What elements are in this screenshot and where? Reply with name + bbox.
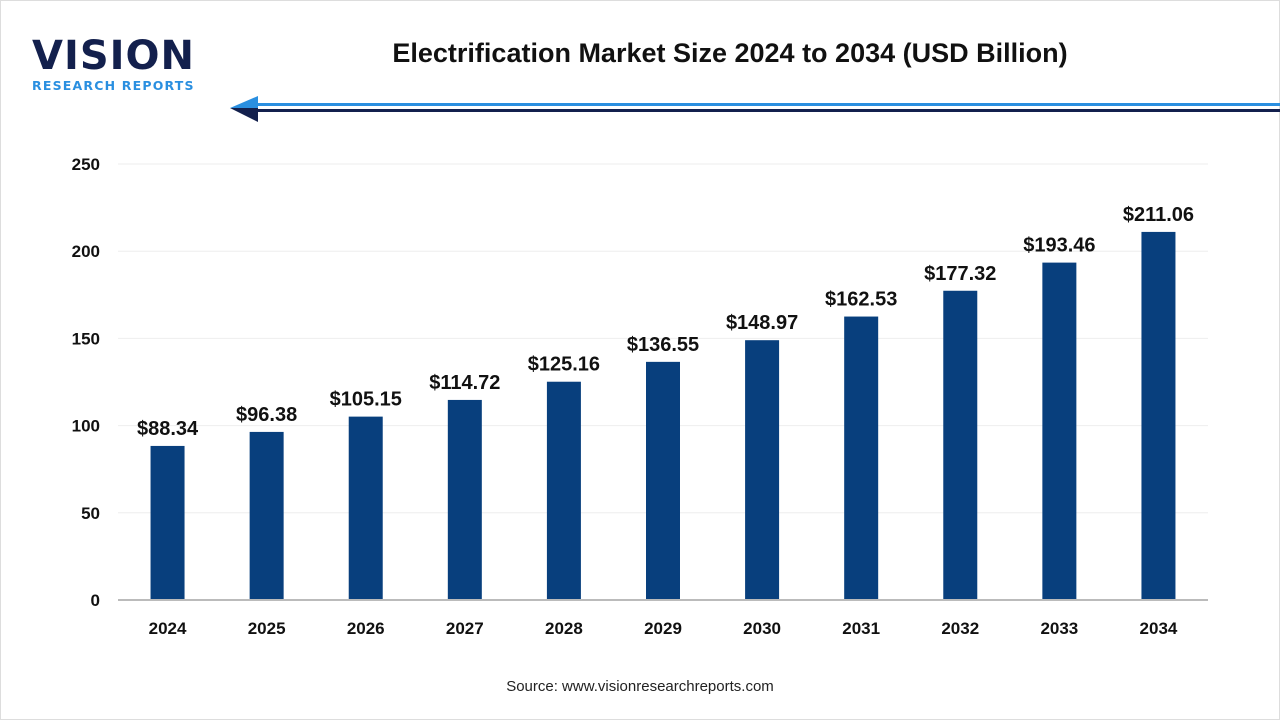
y-tick-label: 150 (72, 329, 100, 348)
bar (546, 381, 581, 600)
data-label: $125.16 (528, 354, 600, 376)
bar (249, 431, 284, 600)
x-tick-label: 2034 (1140, 619, 1178, 638)
bar (745, 340, 780, 600)
data-label: $211.06 (1123, 204, 1194, 226)
source-text: Source: www.visionresearchreports.com (506, 678, 774, 695)
data-label: $136.55 (627, 334, 699, 356)
x-tick-label: 2031 (842, 619, 880, 638)
data-label: $114.72 (429, 372, 500, 394)
bar (348, 416, 383, 600)
y-tick-label: 100 (72, 417, 100, 436)
bar (447, 399, 482, 600)
data-label: $88.34 (137, 418, 199, 440)
x-tick-label: 2027 (446, 619, 484, 638)
x-tick-label: 2024 (149, 619, 187, 638)
logo-main-text: VISION (32, 33, 196, 79)
x-tick-label: 2032 (941, 619, 979, 638)
bar (150, 445, 185, 600)
logo-sub-text: RESEARCH REPORTS (32, 78, 195, 93)
x-tick-label: 2028 (545, 619, 583, 638)
bar (943, 290, 978, 600)
data-label: $193.46 (1023, 235, 1095, 257)
data-label: $162.53 (825, 289, 897, 311)
y-tick-label: 250 (72, 155, 100, 174)
y-tick-label: 200 (72, 242, 100, 261)
y-tick-label: 0 (91, 591, 100, 610)
chart-title: Electrification Market Size 2024 to 2034… (392, 38, 1068, 68)
x-tick-label: 2025 (248, 619, 286, 638)
bar (1042, 262, 1077, 600)
x-tick-label: 2026 (347, 619, 385, 638)
data-label: $148.97 (726, 312, 798, 334)
x-tick-label: 2030 (743, 619, 781, 638)
y-tick-label: 50 (81, 504, 100, 523)
x-tick-label: 2033 (1040, 619, 1078, 638)
header-arrow (230, 96, 1280, 122)
data-label: $96.38 (236, 404, 297, 426)
bar (844, 316, 879, 600)
logo: VISION RESEARCH REPORTS (32, 36, 195, 93)
data-label: $105.15 (330, 389, 402, 411)
bar (1141, 231, 1176, 600)
data-label: $177.32 (924, 263, 996, 285)
bar (646, 361, 680, 600)
x-tick-label: 2029 (644, 619, 682, 638)
